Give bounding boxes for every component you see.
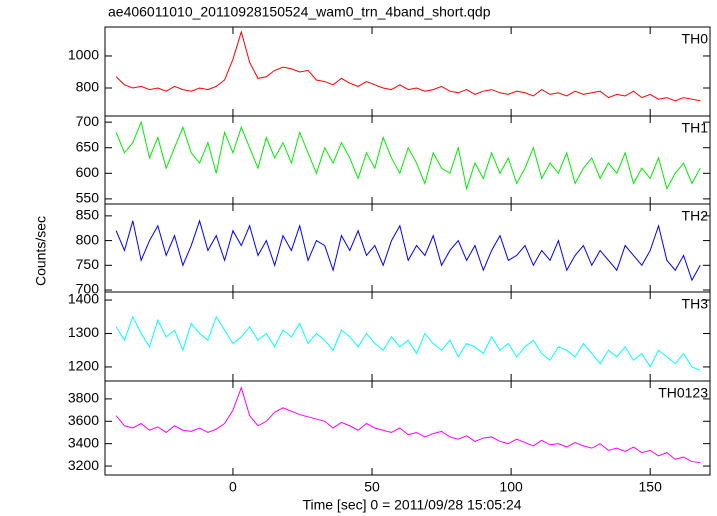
light-curve [115,315,701,371]
panel-label: TH1 [682,120,709,136]
panel-label: TH3 [682,296,709,312]
light-curve [115,120,701,191]
y-tick-label: 3800 [68,390,99,406]
y-tick-label: 1000 [68,47,99,63]
panel-label: TH0123 [658,385,708,401]
panel-frame [104,291,711,382]
y-tick-label: 550 [76,190,100,206]
light-curve [115,219,701,282]
x-axis-label: Time [sec] 0 = 2011/09/28 15:05:24 [302,497,521,513]
y-tick-label: 3400 [68,434,99,450]
y-tick-label: 1300 [68,324,99,340]
y-tick-label: 650 [76,138,100,154]
light-curve [115,386,701,464]
y-tick-label: 700 [76,113,100,129]
y-tick-label: 1200 [68,358,99,374]
light-curve [115,30,701,102]
x-tick-label: 0 [229,479,237,495]
y-tick-label: 600 [76,164,100,180]
y-axis-label: Counts/sec [33,216,49,286]
y-tick-label: 700 [76,281,100,297]
panel-frame [104,26,711,117]
x-tick-label: 150 [639,479,663,495]
panel-frame [104,115,711,205]
y-tick-label: 800 [76,79,100,95]
panel-label: TH2 [682,208,709,224]
panel-frame [104,203,711,293]
y-tick-label: 3200 [68,457,99,473]
x-tick-label: 100 [499,479,523,495]
x-tick-label: 50 [364,479,380,495]
chart-title: ae406011010_20110928150524_wam0_trn_4ban… [108,4,491,20]
y-tick-label: 750 [76,256,100,272]
panel-label: TH0 [682,31,709,47]
y-tick-label: 3600 [68,412,99,428]
panel-frame [104,380,711,476]
y-tick-label: 800 [76,231,100,247]
y-tick-label: 1400 [68,291,99,307]
y-tick-label: 850 [76,207,100,223]
